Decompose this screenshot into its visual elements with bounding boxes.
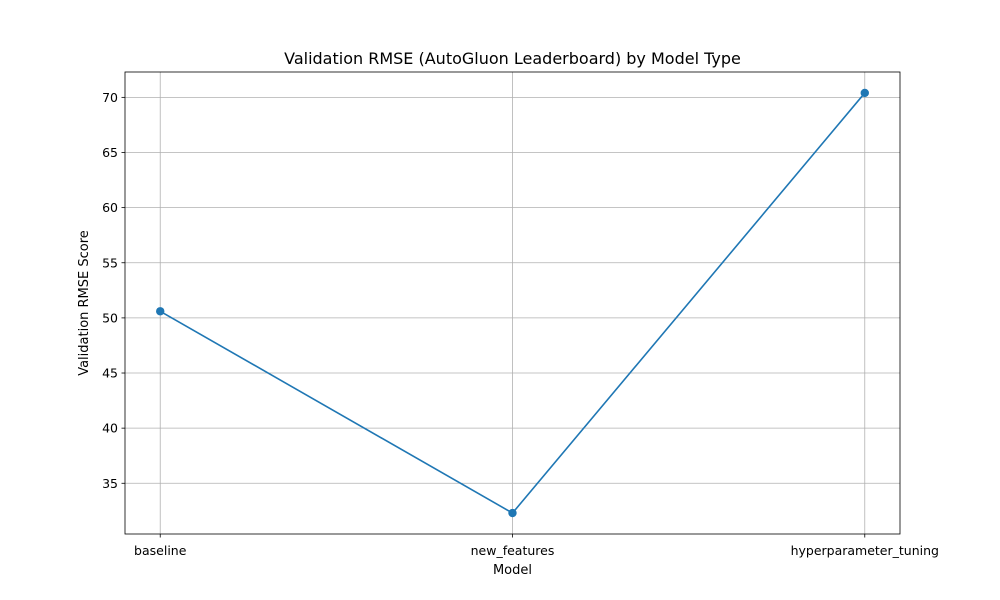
data-point-hyperparameter-tuning [860, 88, 869, 98]
y-axis-label: Validation RMSE Score [77, 230, 92, 376]
x-tick-label: hyperparameter_tuning [791, 543, 939, 558]
y-tick-label: 60 [102, 200, 118, 215]
x-tick-label: new_features [471, 543, 555, 558]
data-point-baseline [156, 307, 165, 316]
y-tick-label: 55 [102, 255, 118, 270]
y-tick-label: 65 [102, 145, 118, 160]
x-tick-label: baseline [134, 543, 187, 558]
y-tick-label: 35 [102, 476, 118, 491]
ticks: 35 40 45 50 55 60 65 70 baseline new_features hype… [102, 90, 939, 558]
x-axis-label: Model [493, 563, 532, 578]
y-tick-label: 50 [102, 310, 118, 325]
y-tick-label: 40 [102, 421, 118, 436]
data-point-new-features [508, 508, 517, 518]
chart-title: Validation RMSE (AutoGluon Leaderboard) … [284, 49, 741, 68]
series-layer [156, 88, 869, 518]
y-tick-label: 70 [102, 90, 118, 105]
grid [125, 72, 900, 534]
y-tick-label: 45 [102, 366, 118, 381]
